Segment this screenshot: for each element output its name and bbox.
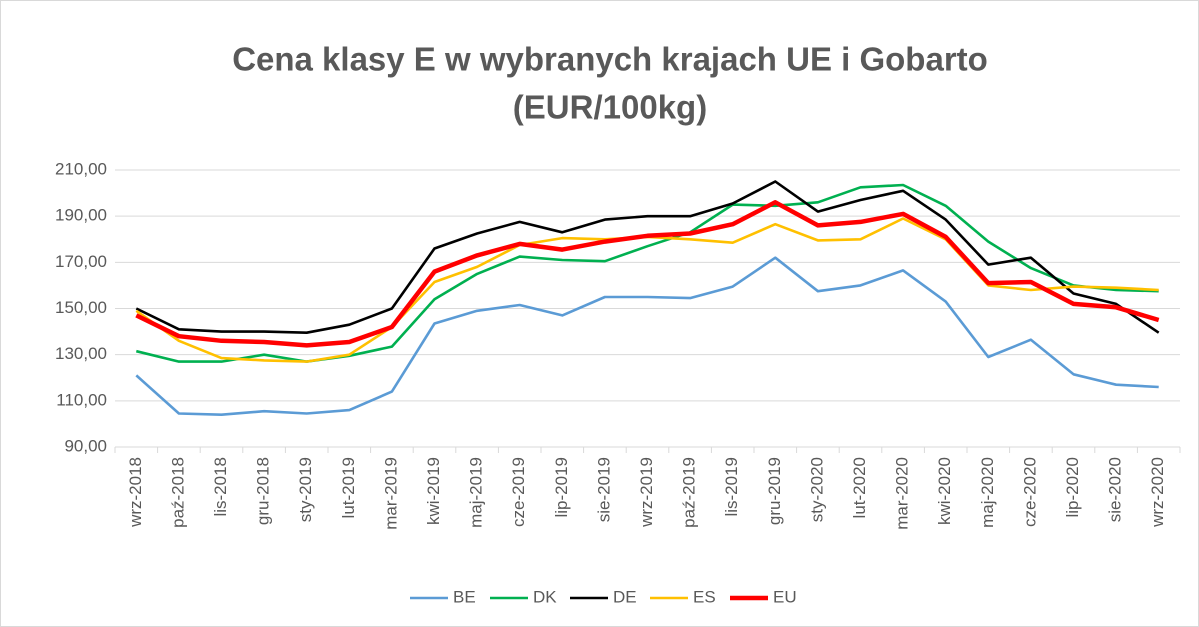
x-tick-label: maj-2020 xyxy=(978,457,997,528)
y-tick-label: 90,00 xyxy=(64,436,107,455)
x-tick-label: mar-2020 xyxy=(893,457,912,530)
chart-subtitle: (EUR/100kg) xyxy=(513,89,707,126)
series-line xyxy=(135,200,1160,348)
x-tick-label: wrz-2018 xyxy=(126,457,145,528)
x-tick-label: cze-2019 xyxy=(509,457,528,527)
x-tick-label: cze-2020 xyxy=(1020,457,1039,527)
legend-label: ES xyxy=(693,587,716,606)
legend-label: EU xyxy=(773,587,797,606)
x-tick-label: kwi-2020 xyxy=(935,457,954,525)
x-tick-label: mar-2019 xyxy=(381,457,400,530)
x-tick-label: lut-2020 xyxy=(850,457,869,518)
x-tick-label: lip-2020 xyxy=(1063,457,1082,518)
x-tick-label: lis-2019 xyxy=(722,457,741,517)
x-tick-label: gru-2018 xyxy=(254,457,273,525)
legend-label: BE xyxy=(453,587,476,606)
y-tick-label: 110,00 xyxy=(56,390,107,409)
x-tick-label: lut-2019 xyxy=(339,457,358,518)
y-tick-label: 190,00 xyxy=(55,206,107,225)
y-tick-label: 150,00 xyxy=(55,298,107,317)
x-tick-label: paź-2019 xyxy=(680,457,699,528)
legend-label: DE xyxy=(613,587,637,606)
chart-title: Cena klasy E w wybranych krajach UE i Go… xyxy=(232,41,988,78)
x-tick-label: lis-2018 xyxy=(211,457,230,517)
x-tick-label: lip-2019 xyxy=(552,457,571,518)
y-tick-label: 130,00 xyxy=(55,344,107,363)
series-line xyxy=(135,256,1159,417)
x-tick-label: wrz-2019 xyxy=(637,457,656,528)
x-tick-label: gru-2019 xyxy=(765,457,784,525)
y-tick-label: 170,00 xyxy=(55,252,107,271)
x-tick-label: wrz-2020 xyxy=(1148,457,1167,528)
x-tick-label: sty-2019 xyxy=(296,457,315,522)
series-line xyxy=(135,180,1160,335)
x-tick-label: sie-2020 xyxy=(1106,457,1125,522)
x-tick-label: sie-2019 xyxy=(594,457,613,522)
x-tick-label: sty-2020 xyxy=(807,457,826,522)
x-tick-label: kwi-2019 xyxy=(424,457,443,525)
legend-label: DK xyxy=(533,587,557,606)
x-tick-label: paź-2018 xyxy=(168,457,187,528)
x-tick-label: maj-2019 xyxy=(467,457,486,528)
y-tick-label: 210,00 xyxy=(55,159,107,178)
